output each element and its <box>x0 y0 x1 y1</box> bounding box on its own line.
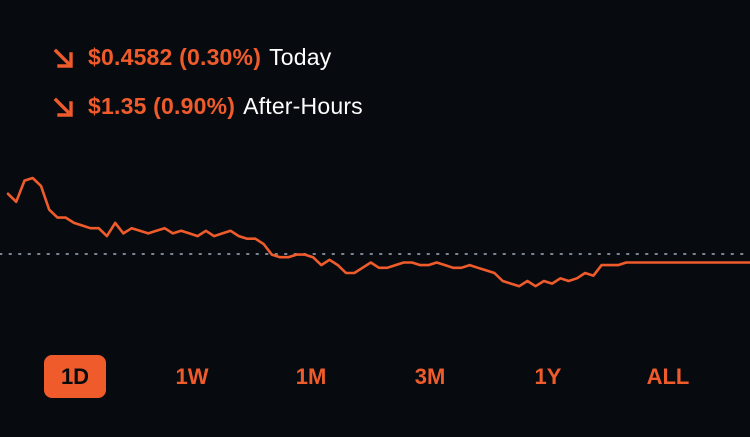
range-button-1d[interactable]: 1D <box>44 355 106 398</box>
price-chart[interactable] <box>0 150 750 330</box>
range-button-1m[interactable]: 1M <box>295 363 327 389</box>
range-button-all[interactable]: ALL <box>646 363 690 389</box>
range-button-1y[interactable]: 1Y <box>534 363 562 389</box>
today-label: Today <box>269 44 332 70</box>
after-hours-change-amount: $1.35 (0.90%) <box>88 93 236 119</box>
price-series-line <box>6 176 750 288</box>
today-change-amount: $0.4582 (0.30%) <box>88 44 262 70</box>
arrow-down-right-icon <box>53 97 73 117</box>
time-range-selector: 1D 1W 1M 3M 1Y ALL <box>0 355 750 399</box>
after-hours-label: After-Hours <box>243 93 363 119</box>
range-button-3m[interactable]: 3M <box>414 363 446 389</box>
after-hours-change-row: $1.35 (0.90%) After-Hours <box>52 93 363 120</box>
today-change-row: $0.4582 (0.30%) Today <box>52 44 331 71</box>
arrow-down-right-icon <box>53 48 73 68</box>
range-button-1w[interactable]: 1W <box>175 363 209 389</box>
